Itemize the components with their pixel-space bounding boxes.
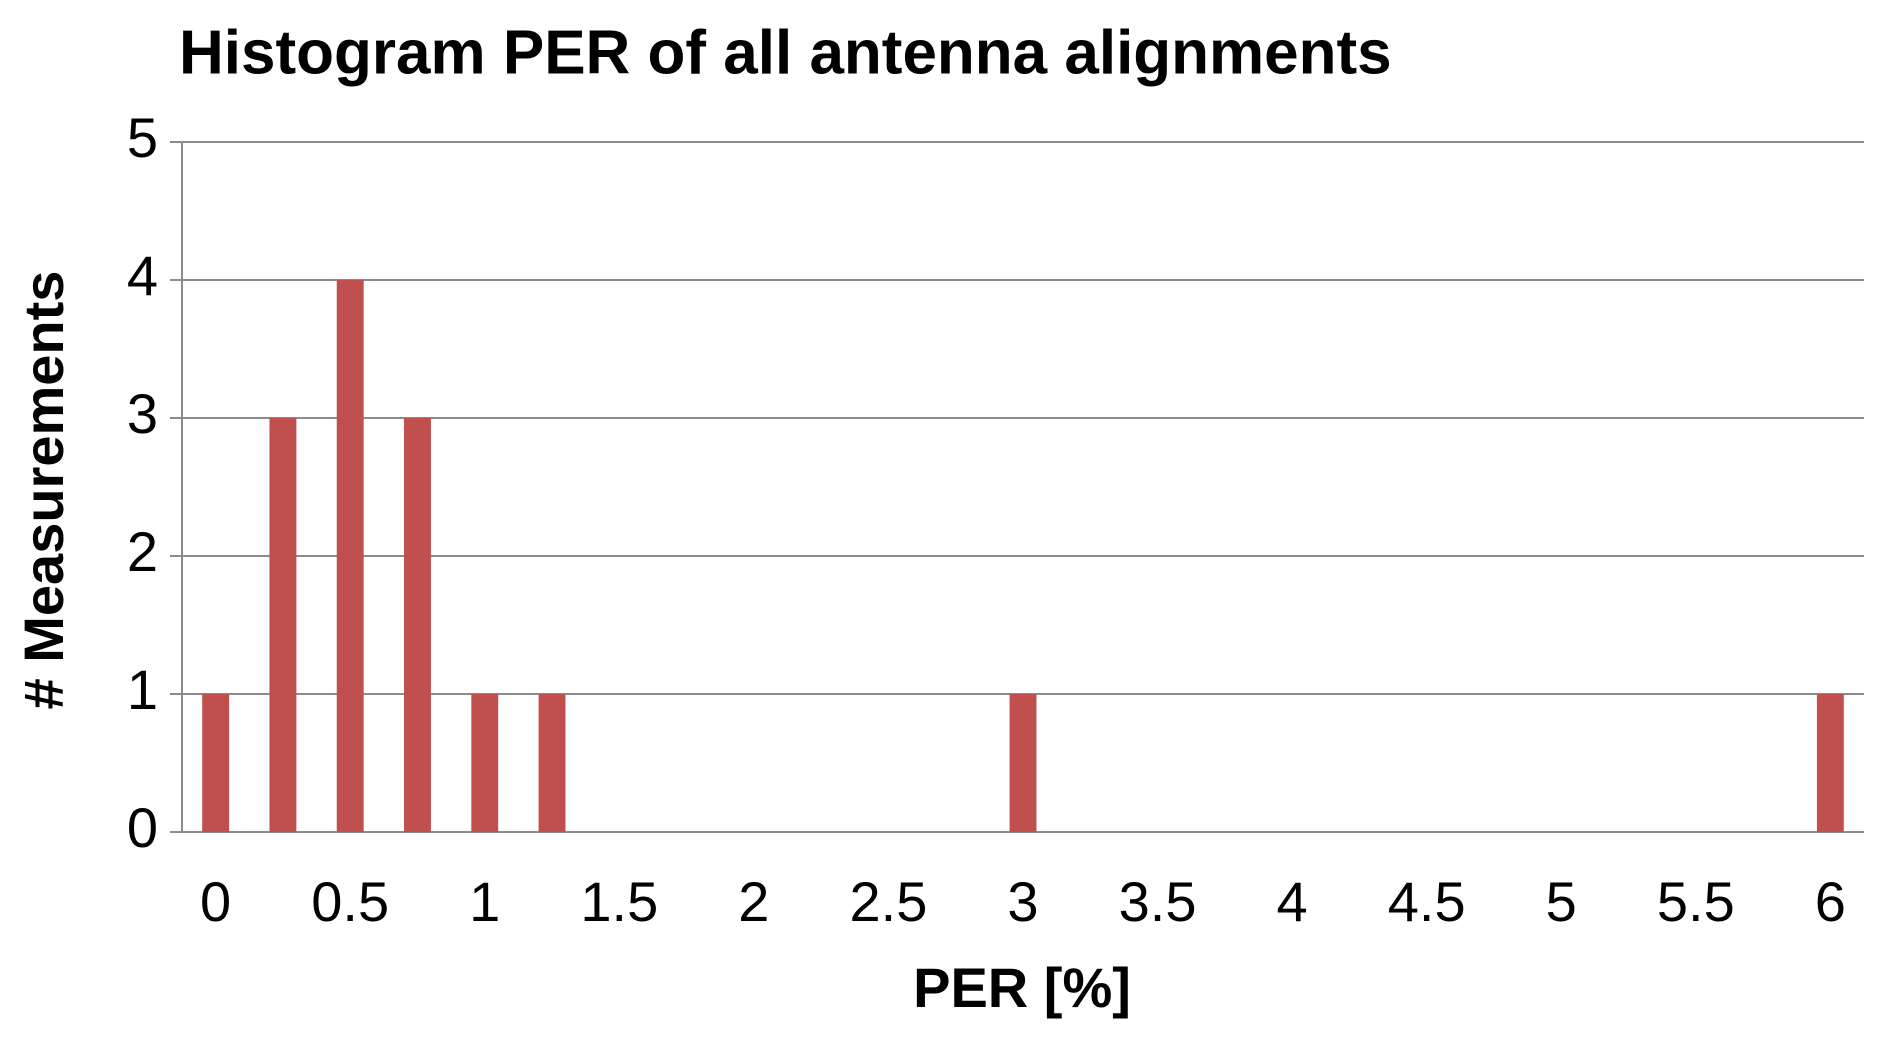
y-tick-label: 2 <box>127 520 158 583</box>
bar <box>1009 694 1037 832</box>
x-tick-label: 1 <box>469 870 500 933</box>
x-tick-label: 1.5 <box>580 870 658 933</box>
bar <box>404 418 431 832</box>
bar <box>269 418 297 832</box>
x-tick-label: 5 <box>1546 870 1577 933</box>
bar <box>202 694 230 832</box>
y-tick-label: 1 <box>127 658 158 721</box>
y-tick-label: 0 <box>127 796 158 859</box>
x-tick-label: 5.5 <box>1657 870 1735 933</box>
bar <box>471 694 499 832</box>
y-tick-label: 3 <box>127 382 158 445</box>
x-tick-label: 2.5 <box>850 870 928 933</box>
x-tick-label: 6 <box>1815 870 1846 933</box>
chart-title: Histogram PER of all antenna alignments <box>179 18 1392 87</box>
x-tick-label: 0.5 <box>311 870 389 933</box>
x-tick-label: 4 <box>1277 870 1308 933</box>
bar <box>336 280 364 832</box>
y-tick-label: 4 <box>127 244 158 307</box>
x-tick-label: 0 <box>200 870 231 933</box>
x-tick-label: 2 <box>738 870 769 933</box>
x-tick-label: 3 <box>1007 870 1038 933</box>
x-tick-label: 3.5 <box>1119 870 1197 933</box>
y-axis-title: # Measurements <box>12 271 75 710</box>
bar <box>538 694 566 832</box>
y-tick-label: 5 <box>127 106 158 169</box>
x-tick-label: 4.5 <box>1388 870 1466 933</box>
x-axis-title: PER [%] <box>913 956 1131 1019</box>
bar <box>1816 694 1844 832</box>
